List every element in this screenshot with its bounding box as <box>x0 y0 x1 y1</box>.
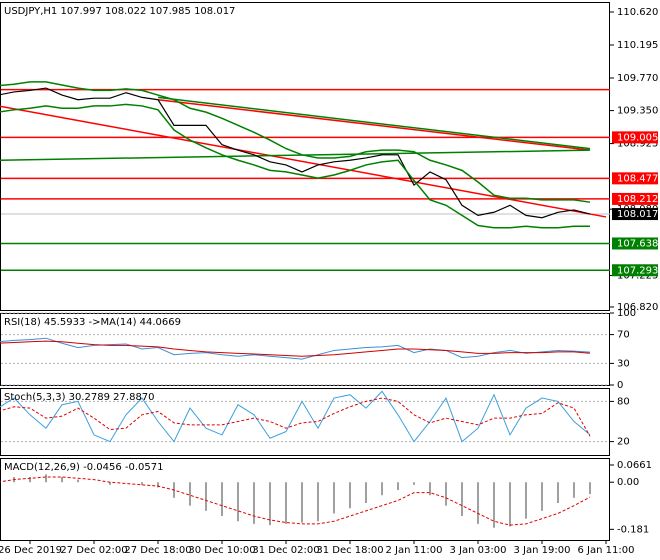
y-tick-label: 30 <box>617 358 630 369</box>
price-tag <box>612 172 658 185</box>
y-tick-label: 109.770 <box>617 73 658 84</box>
y-tick-label: 106.820 <box>617 302 658 313</box>
y-tick-label: 80 <box>617 396 630 407</box>
series-line <box>0 81 591 203</box>
y-tick-label: 109.350 <box>617 106 658 117</box>
price-tag-label: 108.477 <box>617 173 658 184</box>
series-line <box>0 103 590 229</box>
panel-title: Stoch(5,3,3) 30.2789 27.8870 <box>4 392 155 403</box>
panel-frame <box>0 2 610 311</box>
y-tick-label: 0.0661 <box>617 460 652 471</box>
panel-frame <box>0 388 610 456</box>
series-line <box>0 390 591 443</box>
panel-title: RSI(18) 45.5933 ->MA(14) 44.0669 <box>4 317 181 328</box>
x-tick-label: 27 Dec 02:00 <box>60 545 127 556</box>
trend-line <box>157 98 591 151</box>
trend-line <box>0 105 607 218</box>
series-line <box>0 476 591 526</box>
x-tick-label: 27 Dec 18:00 <box>124 545 191 556</box>
current-price-tag <box>612 208 658 221</box>
x-tick-label: 31 Dec 18:00 <box>316 545 383 556</box>
y-tick-label: 110.620 <box>617 7 658 18</box>
x-tick-label: 3 Jan 19:00 <box>514 545 571 556</box>
y-tick-label: 100 <box>617 308 636 319</box>
price-tag-label: 107.293 <box>617 265 658 276</box>
x-tick-label: 30 Dec 10:00 <box>188 545 255 556</box>
trend-line <box>157 96 591 150</box>
panel-title: MACD(12,26,9) -0.0456 -0.0571 <box>4 462 164 473</box>
y-tick-label: 0 <box>617 380 623 391</box>
trend-line <box>0 149 591 161</box>
price-tag <box>612 192 658 205</box>
y-tick-label: 70 <box>617 330 630 341</box>
panel-frame <box>0 458 610 541</box>
x-tick-label: 31 Dec 02:00 <box>252 545 319 556</box>
y-tick-label: 110.195 <box>617 40 658 51</box>
y-tick-label: 108.925 <box>617 139 658 150</box>
price-tag-label: 109.005 <box>617 132 658 143</box>
price-tag-label: 108.212 <box>617 194 658 205</box>
x-tick-label: 6 Jan 11:00 <box>578 545 635 556</box>
x-tick-label: 26 Dec 2019 <box>0 545 62 556</box>
y-tick-label: 0.00 <box>617 477 639 488</box>
x-tick-label: 2 Jan 11:00 <box>386 545 443 556</box>
series-line <box>0 87 591 219</box>
series-line <box>0 397 591 437</box>
price-tag <box>612 264 658 277</box>
price-tag <box>612 237 658 250</box>
x-tick-label: 3 Jan 03:00 <box>450 545 507 556</box>
y-tick-label: 20 <box>617 437 630 448</box>
current-price-label: 108.017 <box>617 209 658 220</box>
price-tag <box>612 131 658 144</box>
panel-title: USDJPY,H1 107.997 108.022 107.985 108.01… <box>4 6 235 17</box>
y-tick-label: -0.181 <box>617 524 649 535</box>
series-line <box>0 340 591 357</box>
price-tag-label: 107.638 <box>617 238 658 249</box>
